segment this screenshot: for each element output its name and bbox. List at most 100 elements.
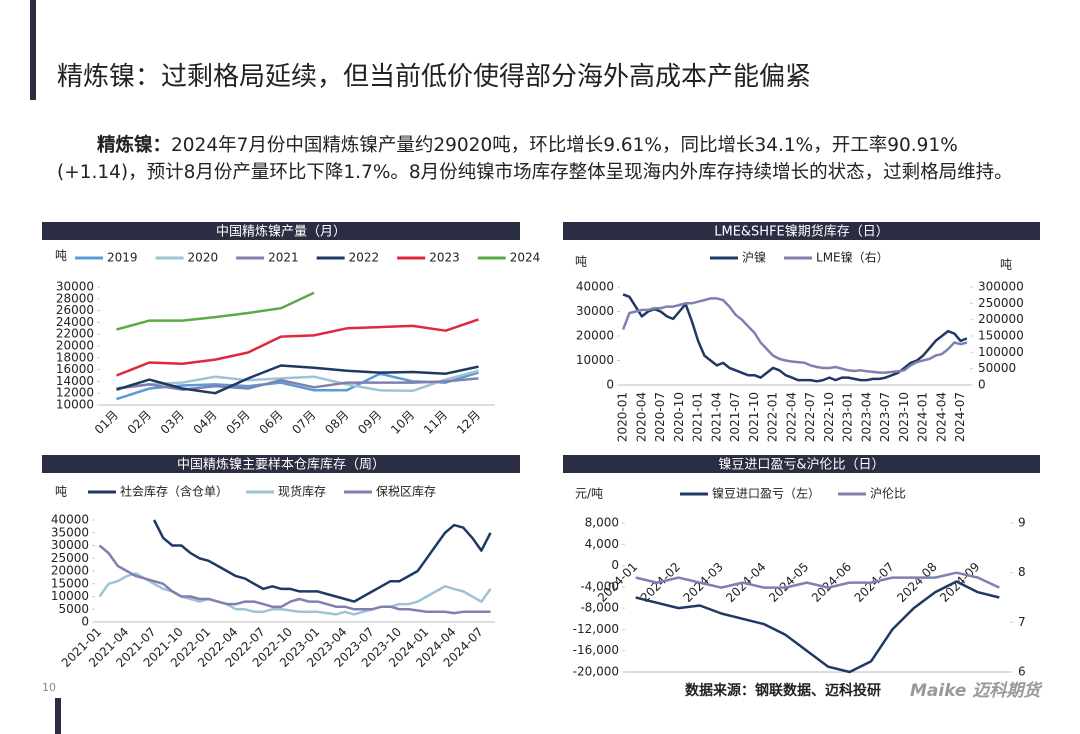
- x-tick-label: 03月: [158, 408, 187, 437]
- y2-tick-label: 50000: [978, 361, 1016, 375]
- y2-tick-label: 6: [1018, 665, 1026, 679]
- legend-label: 沪镍: [742, 251, 766, 265]
- x-tick-label: 2022-07: [803, 392, 817, 442]
- x-tick-label: 2023-07: [878, 392, 892, 442]
- y-tick-label: 22000: [56, 327, 94, 341]
- legend-label: 2024: [510, 251, 541, 265]
- y-tick-label: -16,000: [573, 643, 619, 657]
- page-number: 10: [42, 681, 56, 694]
- series-line: [116, 377, 479, 391]
- y-tick-label: 15000: [51, 576, 89, 590]
- y2-unit: 吨: [1000, 258, 1012, 272]
- y-tick-label: 14000: [56, 374, 94, 388]
- y-tick-label: -8,000: [580, 601, 619, 615]
- y-tick-label: 40000: [576, 280, 614, 294]
- x-tick-label: 2023-01: [841, 392, 855, 442]
- x-tick-label: 2022-04: [784, 392, 798, 442]
- y-tick-label: -12,000: [573, 622, 619, 636]
- series-line: [635, 580, 1000, 674]
- y-tick-label: 10000: [56, 398, 94, 412]
- x-tick-label: 10月: [388, 408, 417, 437]
- y-tick-label: 0: [611, 558, 619, 572]
- summary-paragraph: 精炼镍：2024年7月份中国精炼镍产量约29020吨，环比增长9.61%，同比增…: [57, 132, 1037, 186]
- y-tick-label: 30000: [576, 304, 614, 318]
- x-tick-label: 2021-10: [747, 392, 761, 442]
- y-tick-label: 8,000: [585, 516, 619, 530]
- legend-label: LME镍（右）: [816, 250, 889, 265]
- y2-tick-label: 7: [1018, 615, 1026, 629]
- chart-title: LME&SHFE镍期货库存（日）: [714, 224, 889, 240]
- y2-tick-label: 200000: [978, 312, 1024, 326]
- y-tick-label: -4,000: [580, 579, 619, 593]
- y-unit: 元/吨: [575, 487, 603, 501]
- legend-label: 镍豆进口盈亏（左）: [712, 486, 820, 501]
- series-line: [635, 571, 1000, 589]
- y-tick-label: 10000: [576, 353, 614, 367]
- x-tick-label: 04月: [191, 408, 220, 437]
- y2-tick-label: 250000: [978, 296, 1024, 310]
- y-tick-label: -20,000: [573, 665, 619, 679]
- paragraph-text: 2024年7月份中国精炼镍产量约29020吨，环比增长9.61%，同比增长34.…: [57, 135, 1013, 183]
- x-tick-label: 2023-04: [859, 392, 873, 442]
- x-tick-label: 2021-07: [728, 392, 742, 442]
- y-tick-label: 10000: [51, 589, 89, 603]
- x-tick-label: 2020-10: [672, 392, 686, 442]
- y-tick-label: 20000: [576, 329, 614, 343]
- y-tick-label: 30000: [51, 538, 89, 552]
- legend-label: 沪伦比: [870, 486, 906, 501]
- series-line: [116, 364, 479, 395]
- y2-tick-label: 9: [1018, 516, 1026, 530]
- series-line: [116, 291, 315, 331]
- x-tick-label: 2020-07: [653, 392, 667, 442]
- chart-header: [42, 222, 520, 240]
- series-line: [621, 297, 968, 374]
- x-tick-label: 2021-04: [709, 392, 723, 442]
- chart-header: [42, 455, 520, 473]
- series-line: [116, 318, 479, 377]
- y-tick-label: 16000: [56, 362, 94, 376]
- x-tick-label: 06月: [256, 408, 285, 437]
- series-line: [98, 572, 492, 616]
- y2-tick-label: 0: [978, 378, 986, 392]
- legend-label: 2023: [429, 251, 460, 265]
- chart-title: 中国精炼镍产量（月）: [216, 225, 346, 240]
- y-tick-label: 4,000: [585, 537, 619, 551]
- y-unit: 吨: [55, 485, 67, 499]
- source-note: 数据来源：钢联数据、迈科投研: [685, 682, 881, 699]
- legend-label: 2020: [188, 251, 219, 265]
- x-tick-label: 2020-04: [634, 392, 648, 442]
- chart-header: [563, 455, 1040, 473]
- x-tick-label: 2024-01: [916, 392, 930, 442]
- y2-tick-label: 150000: [978, 329, 1024, 343]
- y-tick-label: 25000: [51, 551, 89, 565]
- y2-tick-label: 100000: [978, 345, 1024, 359]
- y-tick-label: 5000: [58, 602, 89, 616]
- x-tick-label: 09月: [355, 408, 384, 437]
- y2-tick-label: 300000: [978, 280, 1024, 294]
- series-line: [622, 293, 968, 383]
- x-tick-label: 2022-01: [766, 392, 780, 442]
- legend-label: 2022: [349, 251, 380, 265]
- paragraph-lead: 精炼镍：: [97, 135, 172, 156]
- legend-label: 2021: [268, 251, 299, 265]
- series-line: [116, 369, 479, 393]
- y-unit: 吨: [55, 249, 67, 263]
- x-tick-label: 07月: [289, 408, 318, 437]
- footer-bar: [55, 698, 61, 734]
- x-tick-label: 12月: [454, 408, 483, 437]
- x-tick-label: 2024-07: [953, 392, 967, 442]
- x-tick-label: 2021-01: [691, 392, 705, 442]
- x-tick-label: 2023-10: [897, 392, 911, 442]
- legend-label: 保税区库存: [376, 484, 436, 499]
- y-tick-label: 40000: [51, 513, 89, 527]
- y-tick-label: 20000: [51, 564, 89, 578]
- series-line: [152, 519, 492, 603]
- x-tick-label: 01月: [92, 408, 121, 437]
- legend-label: 社会库存（含仓单）: [120, 484, 228, 499]
- chart-title: 中国精炼镍主要样本仓库库存（周）: [177, 457, 385, 473]
- x-tick-label: 11月: [421, 408, 450, 437]
- x-tick-label: 02月: [125, 408, 154, 437]
- x-tick-label: 2022-10: [822, 392, 836, 442]
